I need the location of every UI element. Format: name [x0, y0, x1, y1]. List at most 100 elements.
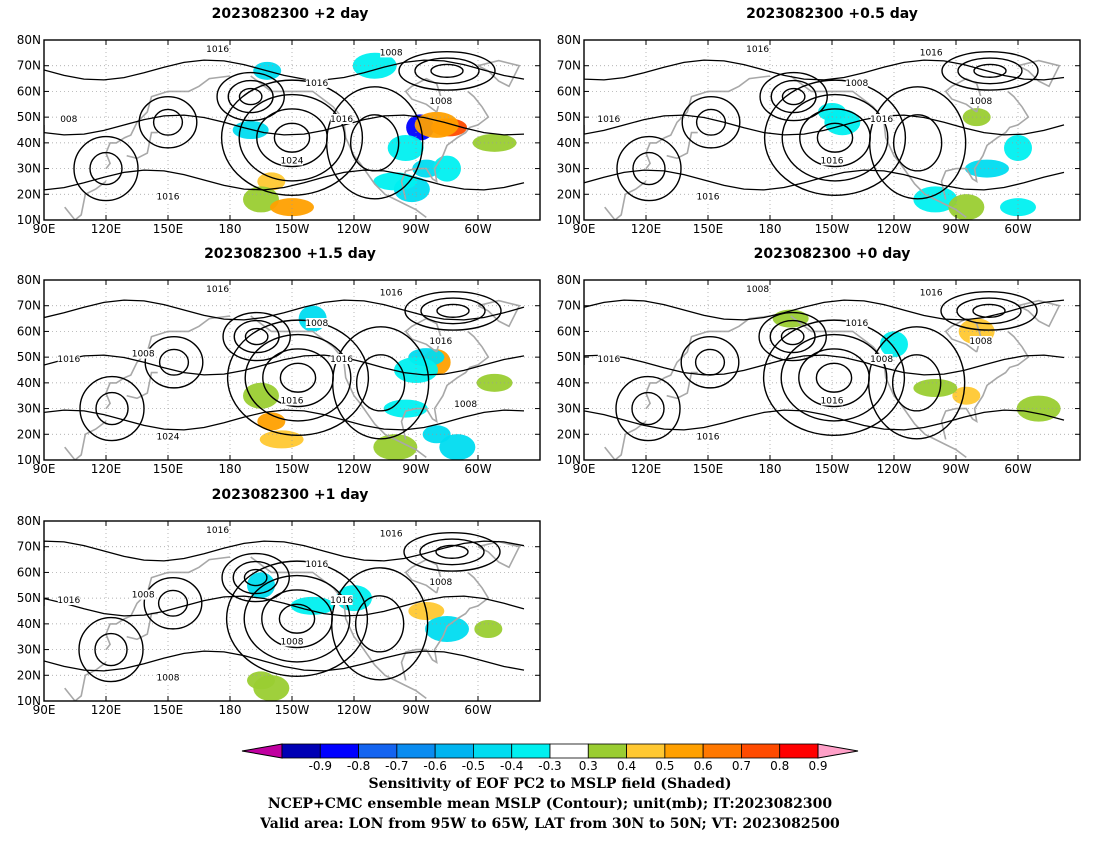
isobar-label-bg	[597, 354, 620, 364]
isobar-label-bg	[697, 191, 719, 202]
isobar-label: 1008	[157, 673, 180, 683]
coastline	[940, 90, 1030, 200]
lat-tick-label: 70N	[17, 59, 41, 73]
isobar-label-bg	[157, 431, 179, 442]
colorbar-swatch	[358, 743, 398, 759]
panel-title-plus-0-5-day: 2023082300 +0.5 day	[746, 6, 918, 22]
coastline	[604, 180, 647, 220]
colorbar-label: 0.9	[808, 759, 827, 772]
isobar-label-bg	[380, 528, 403, 539]
isobar-contour	[972, 303, 1006, 318]
lon-tick-label: 120W	[337, 222, 372, 236]
isobar-contour	[233, 319, 280, 354]
isobar-label-bg	[57, 354, 80, 364]
colorbar-label: 0.6	[694, 759, 713, 772]
isobar-contour	[44, 650, 525, 672]
coastline	[105, 315, 231, 410]
lon-tick-label: 120W	[337, 462, 372, 476]
lon-tick-label: 120W	[877, 222, 912, 236]
lat-tick-label: 60N	[557, 84, 581, 98]
isobar-contour	[584, 299, 1065, 321]
isobar-label-bg	[57, 114, 80, 124]
coastline	[645, 315, 771, 410]
isobar-label-bg	[597, 114, 620, 124]
isobar-contour	[435, 544, 469, 559]
lon-tick-label: 150W	[275, 462, 310, 476]
isobar-label: 008	[60, 115, 77, 125]
isobar-contour	[278, 603, 316, 634]
isobar-contour	[73, 135, 139, 202]
coastline	[645, 75, 771, 170]
isobar-label-bg	[845, 318, 868, 328]
isobar-label: 1016	[206, 45, 229, 55]
isobar-label-bg	[821, 395, 843, 406]
lat-tick-label: 30N	[17, 402, 41, 416]
isobar-contour	[244, 333, 352, 422]
coastline	[666, 371, 698, 400]
lat-tick-label: 40N	[557, 136, 581, 150]
isobar-contour	[420, 297, 486, 325]
coastline	[250, 315, 427, 459]
isobar-label-bg	[969, 336, 992, 346]
colorbar-under-triangle	[241, 743, 283, 759]
isobar-contour	[243, 568, 268, 587]
isobar-label: 1008	[305, 319, 328, 329]
isobar-contour	[325, 86, 424, 200]
lat-tick-label: 60N	[17, 324, 41, 338]
isobar-contour	[79, 375, 145, 442]
colorbar-swatch	[664, 743, 704, 759]
lon-tick-label: 150W	[815, 222, 850, 236]
isobar-label: 1016	[597, 115, 620, 125]
isobar-contour	[780, 327, 805, 346]
sensitivity-shade	[270, 198, 314, 217]
map-panel-plus-1-day: 1016 1016 1016 1016 1008 1008 1008 1016 1008 80N 7…	[17, 514, 541, 717]
isobar-label-bg	[969, 96, 992, 106]
isobar-label-bg	[845, 78, 868, 88]
lat-tick-label: 40N	[17, 617, 41, 631]
coastline	[944, 317, 982, 353]
sensitivity-shade	[1016, 395, 1061, 422]
colorbar-swatch	[741, 743, 781, 759]
lon-tick-label: 90E	[33, 462, 56, 476]
lat-tick-label: 60N	[557, 324, 581, 338]
isobar-contour	[158, 348, 190, 376]
lat-tick-label: 70N	[557, 59, 581, 73]
lon-tick-label: 120W	[337, 703, 372, 717]
lon-tick-label: 90W	[942, 462, 969, 476]
colorbar-swatch	[549, 743, 589, 759]
coastline	[105, 556, 231, 651]
sensitivity-shade	[952, 386, 981, 405]
sensitivity-shade	[257, 172, 286, 191]
isobar-contour	[279, 362, 317, 393]
isobar-label: 1016	[429, 337, 452, 347]
colorbar-swatch	[396, 743, 436, 759]
isobar-contour	[781, 87, 806, 106]
lat-tick-label: 30N	[17, 643, 41, 657]
isobar-label: 1016	[330, 355, 353, 365]
lon-tick-label: 180	[759, 222, 782, 236]
isobar-contour	[355, 354, 406, 412]
isobar-contour	[143, 576, 203, 630]
map-background	[584, 280, 1080, 460]
isobar-label-bg	[157, 191, 179, 202]
coastline	[790, 75, 967, 219]
lon-tick-label: 90E	[33, 703, 56, 717]
lon-tick-label: 150E	[153, 462, 184, 476]
isobar-label: 1016	[281, 396, 304, 406]
lon-tick-label: 150E	[693, 462, 724, 476]
isobar-label: 1016	[305, 560, 328, 570]
isobar-label-bg	[206, 43, 229, 54]
isobar-label-bg	[330, 595, 353, 605]
isobar-contour	[891, 354, 942, 412]
lat-tick-label: 40N	[557, 376, 581, 390]
sensitivity-shade	[387, 135, 424, 161]
isobar-contour	[44, 299, 525, 321]
lat-tick-label: 10N	[557, 453, 581, 467]
lat-tick-label: 20N	[17, 187, 41, 201]
isobar-label-bg	[132, 589, 155, 600]
isobar-contour	[763, 79, 907, 197]
isobar-label-bg	[206, 524, 229, 535]
isobar-contour	[226, 319, 370, 437]
isobar-label: 1016	[380, 529, 403, 539]
caption-line-1: Sensitivity of EOF PC2 to MSLP field (Sh…	[368, 776, 732, 792]
